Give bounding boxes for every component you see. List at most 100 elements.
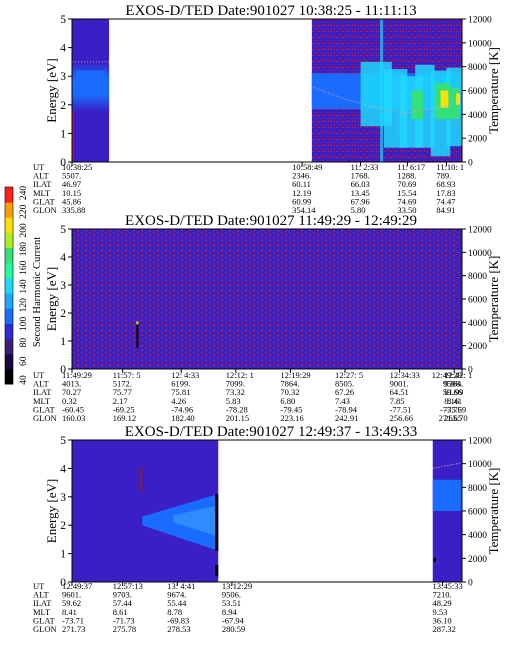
ephemeris-value: 9601. bbox=[62, 590, 81, 600]
ephemeris-value: 275.78 bbox=[113, 624, 136, 634]
chart-title: EXOS-D/TED Date:901027 11:49:29 - 12:49:… bbox=[125, 213, 417, 229]
colorbar-swatch bbox=[5, 187, 13, 203]
ephemeris-value: 12:27: 5 bbox=[335, 370, 363, 380]
ephemeris-value: 9001. bbox=[390, 379, 409, 389]
y-tick-label: 1 bbox=[60, 336, 66, 348]
ephemeris-value: 5507. bbox=[62, 171, 81, 181]
ephemeris-value: 75.77 bbox=[113, 387, 132, 397]
colorbar-swatch bbox=[5, 247, 13, 264]
ephemeris-value: 9703. bbox=[113, 590, 132, 600]
ephemeris-value: 74.47 bbox=[436, 196, 455, 206]
y2-tick-label: 8000 bbox=[468, 484, 487, 494]
ephemeris-value: 7099. bbox=[226, 379, 245, 389]
ephemeris-value: 5.83 bbox=[226, 396, 241, 406]
ephemeris-value: 84.91 bbox=[436, 205, 455, 215]
ephemeris-value: 70.32 bbox=[280, 387, 299, 397]
data-dropout bbox=[433, 557, 436, 562]
ephemeris-value: 59.62 bbox=[62, 598, 81, 608]
ephemeris-value: 7210. bbox=[433, 590, 452, 600]
y-tick-label: 1 bbox=[60, 549, 66, 561]
y2-tick-label: 10000 bbox=[468, 460, 492, 470]
y-tick-label: 3 bbox=[60, 71, 66, 83]
y-tick-label: 5 bbox=[60, 224, 66, 236]
data-dropout bbox=[215, 564, 219, 577]
ephemeris-value: 278.53 bbox=[167, 624, 190, 634]
y-tick-label: 2 bbox=[60, 100, 66, 112]
ephemeris-value: 8.41 bbox=[62, 607, 77, 617]
colorbar-tick-label: 160 bbox=[19, 260, 29, 275]
y-tick-label: 1 bbox=[60, 128, 66, 140]
y2-axis-label: Temperature [K] bbox=[486, 468, 501, 555]
ephemeris-value: 46.97 bbox=[62, 179, 81, 189]
ephemeris-value: 12:49:37 bbox=[62, 581, 92, 591]
data-patch bbox=[450, 87, 461, 120]
chart-title: EXOS-D/TED Date:901027 12:49:37 - 13:49:… bbox=[125, 424, 417, 440]
colorbar-swatch bbox=[5, 293, 13, 309]
y2-tick-label: 6000 bbox=[468, 87, 487, 97]
ephemeris-value: 6199. bbox=[171, 379, 190, 389]
colorbar-swatch bbox=[5, 277, 13, 294]
ephemeris-value: 9674. bbox=[167, 590, 186, 600]
ephemeris-value: 2.17 bbox=[113, 396, 128, 406]
y-tick-label: 3 bbox=[60, 492, 66, 504]
y-tick-label: 0 bbox=[60, 364, 66, 376]
y2-tick-label: 6000 bbox=[468, 296, 487, 306]
ephemeris-value: 45.86 bbox=[62, 196, 81, 206]
ephemeris-value: 53.51 bbox=[222, 598, 241, 608]
ephemeris-value: -73.75 bbox=[440, 404, 462, 414]
ephemeris-row-label: GLAT bbox=[33, 615, 56, 625]
data-band bbox=[76, 70, 106, 80]
y-tick-label: 3 bbox=[60, 280, 66, 292]
ephemeris-value: -71.73 bbox=[113, 615, 135, 625]
ephemeris-value: 73.32 bbox=[226, 387, 245, 397]
ephemeris-row-label: ALT bbox=[33, 590, 50, 600]
ephemeris-value: 6.80 bbox=[280, 396, 295, 406]
colorbar-tick-label: 180 bbox=[19, 242, 29, 257]
ephemeris-value: 55.44 bbox=[167, 598, 187, 608]
ephemeris-row-label: UT bbox=[33, 370, 45, 380]
ephemeris-value: 67.26 bbox=[335, 387, 354, 397]
ephemeris-value: 271.65 bbox=[439, 413, 462, 423]
ephemeris-value: 12:42: 1 bbox=[444, 370, 472, 380]
colorbar-frame bbox=[4, 186, 14, 385]
ephemeris-value: 10:38:25 bbox=[62, 162, 92, 172]
ephemeris-value: 1288. bbox=[397, 171, 416, 181]
y-tick-label: 4 bbox=[60, 252, 66, 264]
y-tick-label: 0 bbox=[60, 157, 66, 169]
ephemeris-value: -74.96 bbox=[171, 404, 193, 414]
y2-tick-label: 12000 bbox=[468, 16, 492, 26]
y2-tick-label: 4000 bbox=[468, 531, 487, 541]
ephemeris-value: 70.69 bbox=[397, 179, 416, 189]
ephemeris-value: 12:34:33 bbox=[390, 370, 420, 380]
ephemeris-value: 242.91 bbox=[335, 413, 358, 423]
colorbar-tick-label: 140 bbox=[19, 279, 29, 294]
ephemeris-value: 4.26 bbox=[171, 396, 186, 406]
ephemeris-value: 10:58:49 bbox=[292, 162, 322, 172]
ephemeris-value: 182.40 bbox=[171, 413, 194, 423]
colorbar-swatch bbox=[5, 232, 13, 249]
y-tick-label: 2 bbox=[60, 308, 66, 320]
ephemeris-value: 271.73 bbox=[62, 624, 85, 634]
ephemeris-value: -75.69 bbox=[444, 404, 466, 414]
ephemeris-value: -73.71 bbox=[62, 615, 84, 625]
temperature-trace bbox=[432, 462, 463, 469]
data-band bbox=[72, 61, 110, 112]
ephemeris-value: 5172. bbox=[113, 379, 132, 389]
ephemeris-row-label: ILAT bbox=[33, 598, 52, 608]
data-block bbox=[72, 229, 462, 369]
data-dropout bbox=[215, 493, 219, 551]
colorbar-swatch bbox=[5, 262, 13, 279]
ephemeris-value: 9364. bbox=[444, 379, 463, 389]
ephemeris-value: 287.32 bbox=[433, 624, 456, 634]
y2-axis-label: Temperature [K] bbox=[486, 47, 501, 134]
ephemeris-value: -69.25 bbox=[113, 404, 135, 414]
ephemeris-value: 13: 4:41 bbox=[167, 581, 195, 591]
ephemeris-value: 8.94 bbox=[222, 607, 238, 617]
ephemeris-value: 12.19 bbox=[292, 188, 311, 198]
y2-tick-label: 0 bbox=[468, 579, 473, 589]
ephemeris-value: 354.14 bbox=[292, 205, 316, 215]
y2-tick-label: 10000 bbox=[468, 249, 492, 259]
ephemeris-value: 15.54 bbox=[397, 188, 417, 198]
data-band bbox=[173, 505, 219, 537]
ephemeris-value: 68.93 bbox=[436, 179, 455, 189]
